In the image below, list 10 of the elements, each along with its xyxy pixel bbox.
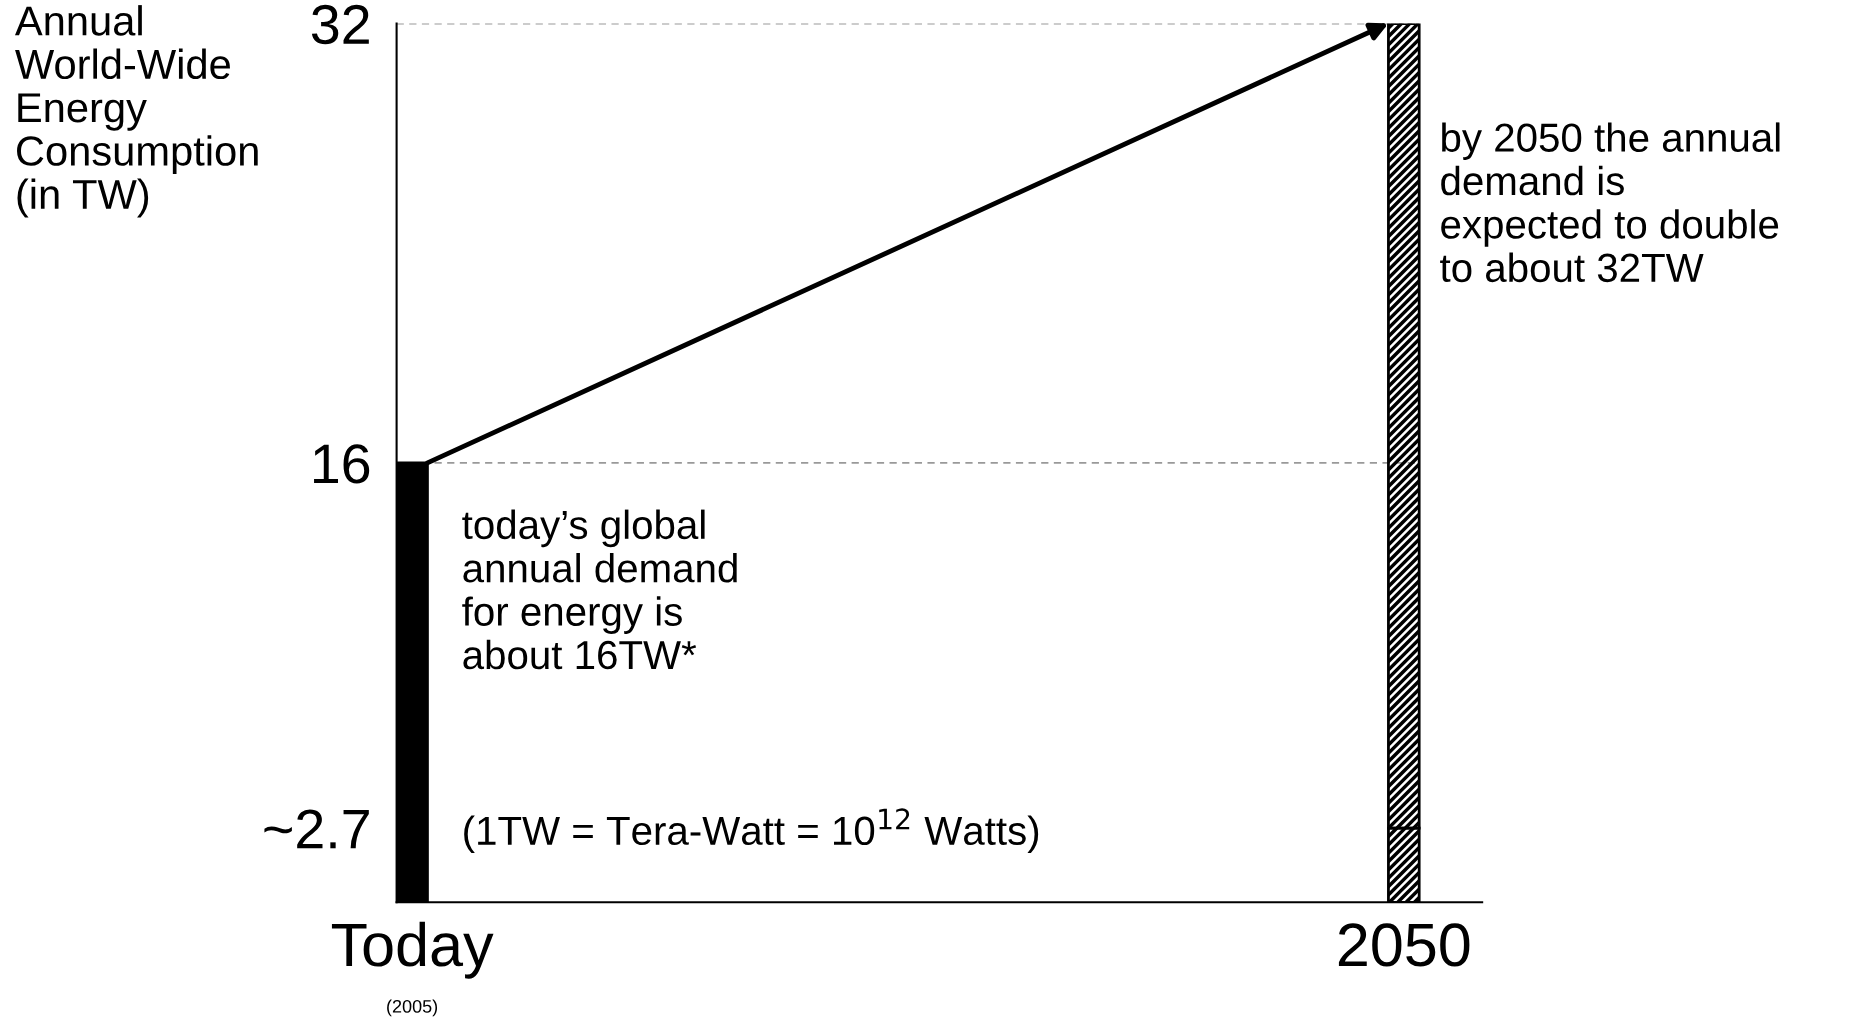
annotation: today’s global annual demand for energy is about 16TW* — [462, 509, 737, 670]
annotation: by 2050 the annual demand is expected to double to about 32TW — [1440, 122, 1780, 283]
x-tick-label: Today — [331, 921, 494, 979]
text: (2005) — [387, 999, 438, 1017]
y-tick-label: 16 — [314, 444, 370, 484]
y-tick-label: 32 — [311, 4, 369, 45]
y-axis-title: Annual World-Wide Energy Consumption (in TW) — [14, 5, 258, 218]
x-tick-label: 2050 — [1338, 923, 1470, 967]
y-tick-label: ~2.7 — [264, 809, 369, 849]
annotation: (1TW = Tera-Watt = 10$^{12}$ Watts) — [464, 808, 1039, 854]
